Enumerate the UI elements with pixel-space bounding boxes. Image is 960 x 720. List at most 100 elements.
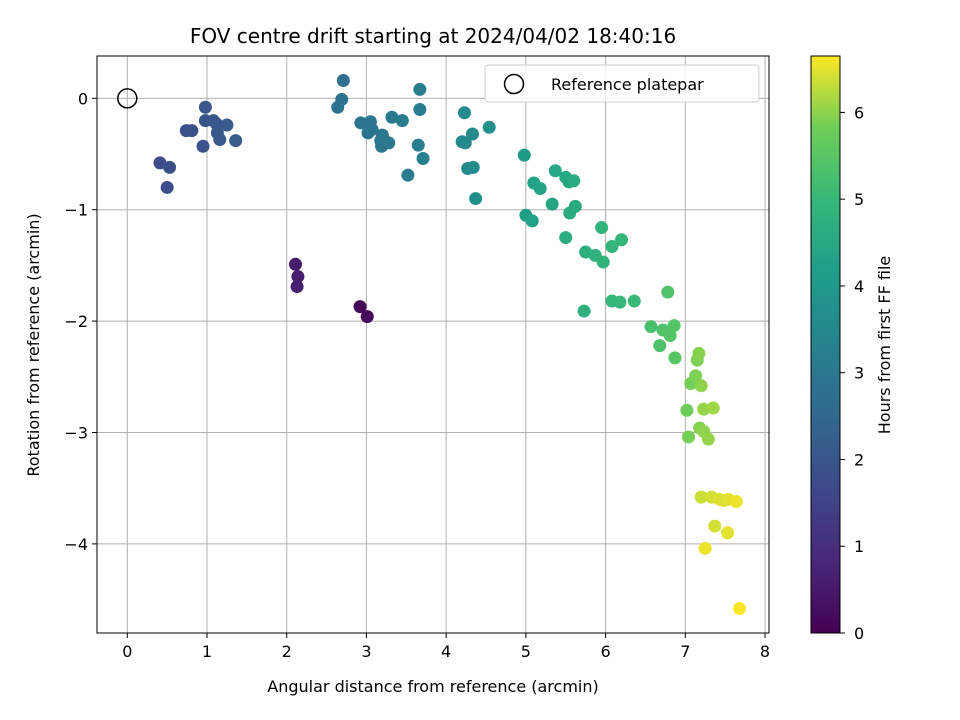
x-tick-label: 1 [202, 642, 212, 661]
x-tick-label: 0 [122, 642, 132, 661]
data-point [331, 100, 345, 114]
data-point [680, 403, 694, 417]
data-point [615, 233, 629, 247]
y-tick-label: −2 [64, 312, 88, 331]
colorbar-ticks: 0 1 2 3 4 5 6 [840, 103, 864, 643]
data-point [708, 519, 722, 533]
data-point [411, 138, 425, 152]
legend-entry-reference: Reference platepar [551, 75, 704, 94]
data-point [663, 329, 677, 343]
data-point [729, 495, 743, 509]
legend-box [484, 64, 760, 103]
data-point [694, 490, 708, 504]
legend: Reference platepar [484, 64, 760, 103]
data-point [653, 339, 667, 353]
colorbar-gradient [810, 55, 841, 634]
x-tick-label: 6 [600, 642, 610, 661]
data-point [595, 221, 609, 235]
data-point [694, 379, 708, 393]
data-point [701, 432, 715, 446]
data-point [458, 136, 472, 150]
x-axis-ticks: 0 1 2 3 4 5 6 7 8 [122, 633, 770, 661]
y-tick-label: −1 [64, 201, 88, 220]
data-point [533, 182, 547, 196]
data-point [336, 74, 350, 88]
x-axis-label: Angular distance from reference (arcmin) [267, 677, 598, 696]
data-point [721, 526, 735, 540]
data-point [661, 285, 675, 299]
data-point [559, 231, 573, 245]
data-point [545, 197, 559, 211]
data-point [413, 102, 427, 116]
data-point [401, 168, 415, 182]
x-tick-label: 7 [680, 642, 690, 661]
x-tick-label: 5 [521, 642, 531, 661]
reference-platepar-marker [117, 88, 138, 109]
data-point [290, 280, 304, 294]
y-axis-label: Rotation from reference (arcmin) [24, 213, 43, 476]
data-point [525, 214, 539, 228]
data-point [220, 118, 234, 132]
data-point [382, 136, 396, 150]
legend-reference-marker [503, 73, 525, 95]
data-point [354, 116, 368, 130]
data-point [698, 541, 712, 555]
data-point [613, 295, 627, 309]
data-point [517, 148, 531, 162]
data-point [213, 133, 227, 147]
y-tick-label: 0 [78, 89, 88, 108]
data-point [577, 304, 591, 318]
x-tick-label: 3 [361, 642, 371, 661]
colorbar-tick-label: 1 [854, 537, 864, 556]
data-point [353, 300, 367, 314]
data-point [385, 110, 399, 124]
data-point [469, 192, 483, 206]
data-point [160, 180, 174, 194]
data-point [667, 319, 681, 333]
y-tick-label: −3 [64, 423, 88, 442]
data-point [644, 320, 658, 334]
data-point [548, 164, 562, 178]
data-point [596, 255, 610, 269]
data-point [466, 160, 480, 174]
data-points [117, 74, 747, 615]
plot-frame [96, 55, 770, 634]
data-point [457, 106, 471, 120]
data-point [360, 310, 374, 324]
data-point [689, 369, 703, 383]
data-point [365, 123, 379, 137]
data-point [291, 270, 305, 284]
data-point [198, 100, 212, 114]
data-point [465, 127, 479, 141]
data-point [668, 351, 682, 365]
data-point [627, 294, 641, 308]
x-tick-label: 2 [282, 642, 292, 661]
data-point [681, 430, 695, 444]
colorbar-tick-label: 2 [854, 450, 864, 469]
x-tick-label: 4 [441, 642, 451, 661]
data-point [395, 114, 409, 128]
data-point [733, 601, 747, 615]
y-axis-ticks: 0 −1 −2 −3 −4 [64, 89, 97, 554]
data-point [416, 151, 430, 165]
data-point [185, 124, 199, 138]
data-point [229, 134, 243, 148]
data-point [413, 82, 427, 96]
colorbar-tick-label: 6 [854, 103, 864, 122]
data-point [563, 206, 577, 220]
data-point [482, 120, 496, 134]
colorbar-label: Hours from first FF file [875, 256, 894, 435]
chart-title: FOV centre drift starting at 2024/04/02 … [190, 24, 676, 48]
colorbar-tick-label: 3 [854, 364, 864, 383]
colorbar: 0 1 2 3 4 5 6 Hours from first FF file [810, 55, 894, 643]
data-point [567, 174, 581, 188]
colorbar-tick-label: 4 [854, 277, 864, 296]
y-tick-label: −4 [64, 535, 88, 554]
data-point [163, 160, 177, 174]
colorbar-tick-label: 0 [854, 624, 864, 643]
data-point [288, 257, 302, 271]
data-point [706, 401, 720, 415]
data-point [196, 139, 210, 153]
data-point [697, 402, 711, 416]
